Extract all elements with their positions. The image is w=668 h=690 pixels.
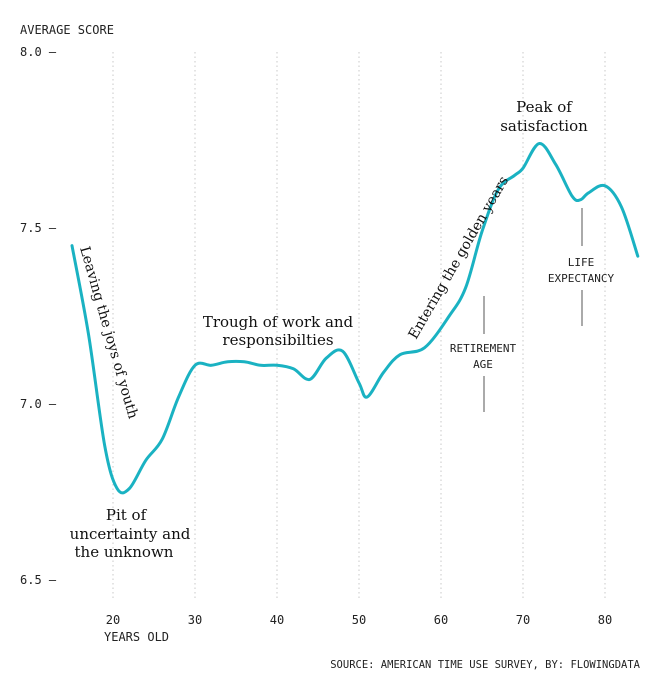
annotation-trough-line-1: Trough of work and <box>203 313 354 331</box>
x-tick-label: 60 <box>434 613 448 627</box>
annotation-peak-line-1: Peak of <box>516 98 573 116</box>
y-tick-label: 7.5 — <box>20 221 57 235</box>
x-axis-label: YEARS OLD <box>104 630 169 644</box>
annotation-retirement-line-2: AGE <box>473 358 493 371</box>
y-axis-label: AVERAGE SCORE <box>20 23 114 37</box>
x-tick-label: 50 <box>352 613 366 627</box>
x-tick-label: 40 <box>270 613 284 627</box>
x-tick-label: 80 <box>598 613 612 627</box>
annotation-pit-line-1: Pit of <box>106 506 148 524</box>
annotation-trough-line-2: responsibilties <box>222 331 333 349</box>
annotation-pit-line-3: the unknown <box>75 543 174 561</box>
x-tick-label: 70 <box>516 613 530 627</box>
grid-lines <box>112 52 606 600</box>
annotation-peak-line-2: satisfaction <box>500 117 588 135</box>
y-axis: 8.0 — 7.5 — 7.0 — 6.5 — <box>20 45 57 587</box>
annotation-life-line-1: LIFE <box>568 256 595 269</box>
y-tick-label: 7.0 — <box>20 397 57 411</box>
annotation-youth: Leaving the joys of youth <box>76 245 141 421</box>
x-axis: 20 30 40 50 60 70 80 <box>106 613 612 627</box>
annotation-golden-years: Entering the golden years <box>406 174 512 342</box>
y-tick-label: 8.0 — <box>20 45 57 59</box>
source-credit: SOURCE: AMERICAN TIME USE SURVEY, BY: FL… <box>330 659 640 671</box>
annotation-life-line-2: EXPECTANCY <box>548 272 615 285</box>
x-tick-label: 20 <box>106 613 120 627</box>
annotation-retirement-line-1: RETIREMENT <box>450 342 517 355</box>
x-tick-label: 30 <box>188 613 202 627</box>
annotation-pit-line-2: uncertainty and <box>70 525 191 543</box>
series-line <box>70 142 640 495</box>
y-tick-label: 6.5 — <box>20 573 57 587</box>
